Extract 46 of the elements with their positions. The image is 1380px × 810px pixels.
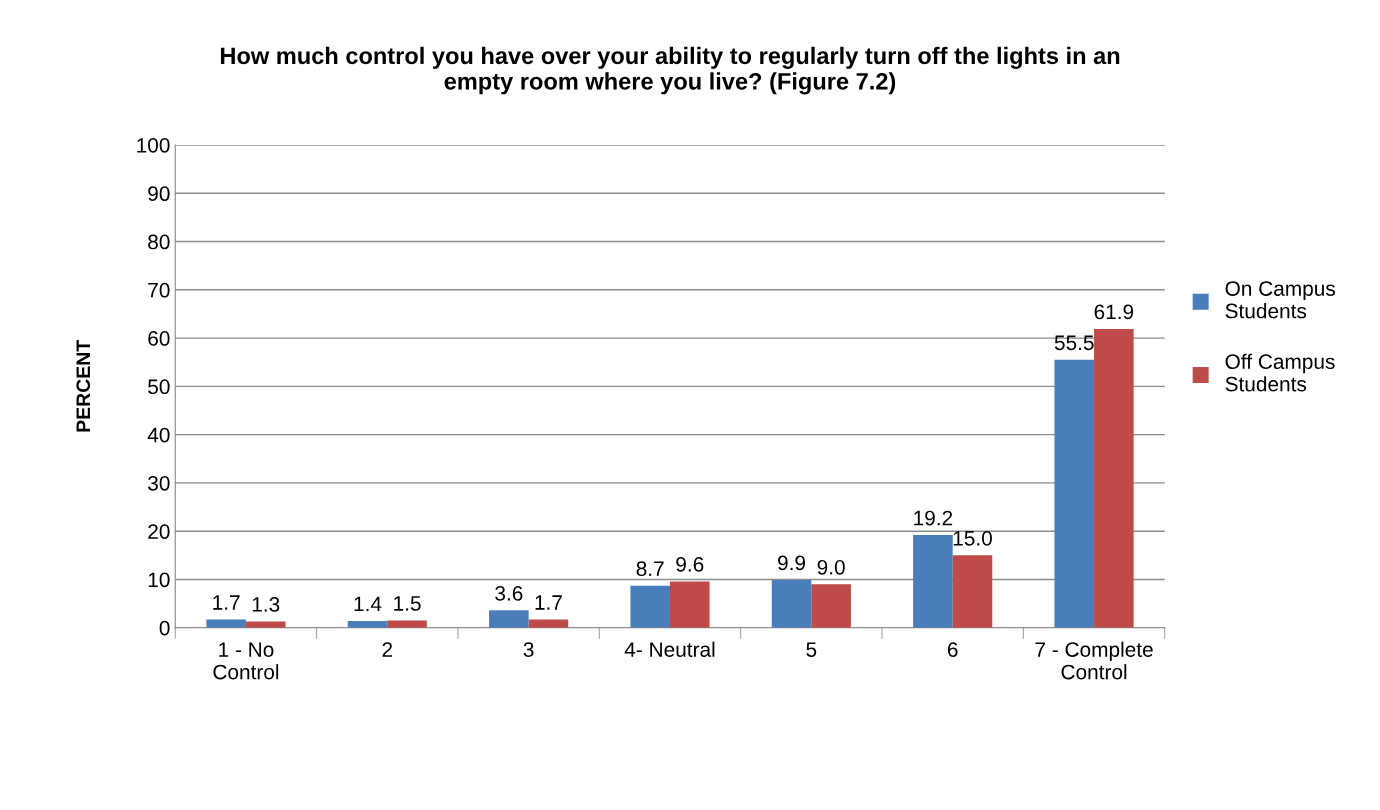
y-tick-label: 20 [148, 524, 170, 539]
data-label: 8.7 [636, 561, 664, 577]
x-tick-label: 6 [947, 642, 958, 657]
y-tick-label: 40 [147, 427, 170, 443]
y-tick-label: 0 [159, 620, 170, 636]
bar [952, 555, 993, 628]
data-label: 1.7 [213, 595, 240, 610]
y-tick-label: 100 [137, 137, 170, 153]
data-label: 61.9 [1094, 304, 1134, 320]
x-tick-label: 5 [806, 642, 817, 657]
data-label: 9.9 [778, 555, 806, 571]
chart-title: How much control you have over your ability to regularly turn off the lights in an empty room where you live? (Figure 7.2) [220, 46, 1120, 95]
y-tick-label: 50 [148, 379, 170, 395]
bar [630, 585, 670, 628]
legend-label: Off Campus Students [1225, 353, 1335, 392]
bar [245, 621, 286, 628]
bar [913, 535, 953, 628]
legend-label: On Campus Students [1225, 281, 1336, 319]
bar [811, 584, 851, 628]
bar [669, 581, 710, 628]
y-tick-label: 10 [148, 572, 170, 588]
y-axis-title: PERCENT [76, 340, 91, 432]
data-label: 3.6 [495, 585, 523, 601]
bar [1094, 328, 1134, 628]
data-label: 1.3 [252, 597, 280, 612]
x-tick-label: 1 - No Control [213, 642, 279, 680]
y-tick-label: 60 [148, 331, 170, 346]
data-label: 1.4 [354, 596, 382, 612]
data-label: 1.7 [535, 595, 562, 610]
bar [489, 610, 529, 628]
y-tick-label: 90 [148, 186, 170, 202]
data-label: 9.0 [817, 559, 845, 575]
data-label: 55.5 [1054, 335, 1094, 351]
data-label: 1.5 [394, 596, 421, 611]
data-label: 15.0 [953, 530, 992, 546]
x-tick-label: 2 [382, 642, 393, 657]
bar [1054, 359, 1095, 628]
y-tick-label: 30 [148, 475, 170, 491]
y-tick-label: 80 [148, 234, 170, 250]
x-tick-label: 7 - Complete Control [1035, 641, 1153, 680]
bar [771, 579, 812, 628]
data-label: 19.2 [914, 510, 953, 526]
y-tick-label: 70 [148, 282, 170, 298]
x-tick-label: 4- Neutral [624, 641, 715, 657]
x-tick-label: 3 [523, 642, 534, 657]
data-label: 9.6 [676, 556, 704, 572]
